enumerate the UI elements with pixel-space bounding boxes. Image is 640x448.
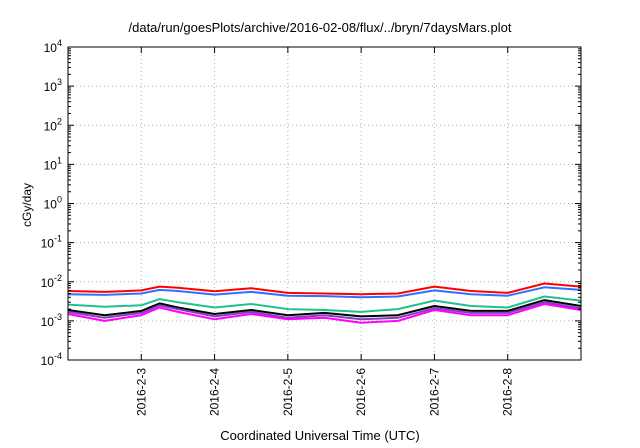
- x-tick-label: 2016-2-7: [427, 368, 441, 416]
- chart-title: /data/run/goesPlots/archive/2016-02-08/f…: [128, 20, 512, 35]
- y-tick-label: 103: [44, 77, 62, 94]
- x-tick-label: 2016-2-5: [281, 368, 295, 416]
- y-tick-label: 102: [44, 116, 62, 133]
- axis-ticks: 10-4 10-3 10-2 10-1 100 101 102 103 104 2016-2-3 2…: [41, 38, 581, 416]
- series-line: [67, 282, 582, 296]
- x-tick-label: 2016-2-3: [134, 368, 148, 416]
- y-tick-label: 10-2: [41, 273, 62, 290]
- x-tick-label: 2016-2-4: [208, 368, 222, 416]
- data-series: [67, 282, 582, 324]
- series-line: [67, 301, 582, 321]
- y-tick-label: 10-4: [41, 351, 62, 368]
- x-tick-label: 2016-2-6: [354, 368, 368, 416]
- y-tick-label: 10-3: [41, 312, 62, 329]
- y-tick-label: 100: [44, 195, 62, 212]
- series-line: [67, 299, 582, 318]
- x-tick-label: 2016-2-8: [501, 368, 515, 416]
- series-line: [67, 286, 582, 299]
- y-tick-label: 101: [44, 155, 62, 172]
- y-tick-label: 104: [44, 38, 62, 55]
- x-axis-label: Coordinated Universal Time (UTC): [220, 428, 420, 443]
- y-tick-label: 10-1: [41, 234, 62, 251]
- series-line: [67, 295, 582, 313]
- grid-lines: [68, 47, 581, 360]
- series-line: [67, 303, 582, 324]
